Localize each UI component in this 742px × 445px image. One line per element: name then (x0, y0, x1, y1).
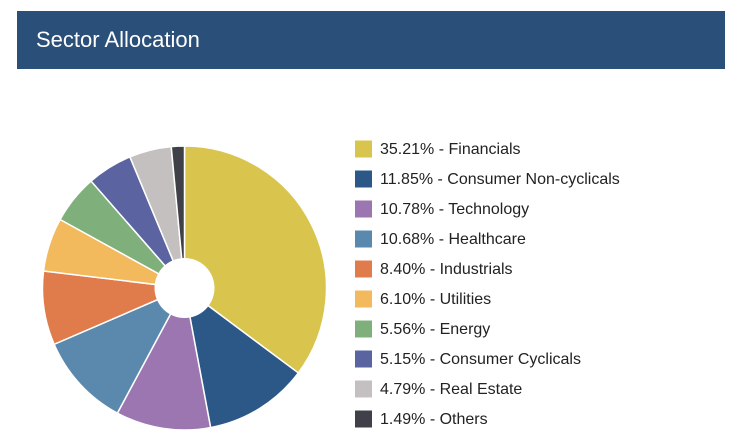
legend-separator: - (434, 231, 448, 248)
legend-category: Industrials (440, 261, 513, 278)
legend-separator: - (425, 351, 439, 368)
legend-label: 35.21% - Financials (380, 141, 521, 158)
legend-separator: - (434, 201, 448, 218)
legend-swatch (355, 200, 372, 218)
legend-category: Real Estate (440, 381, 523, 398)
legend-label: 10.68% - Healthcare (380, 231, 526, 248)
donut-hole (154, 258, 215, 318)
legend-swatch (355, 350, 372, 368)
legend-value: 4.79% (380, 381, 425, 398)
panel-title: Sector Allocation (36, 27, 200, 52)
legend-value: 8.40% (380, 261, 425, 278)
legend-category: Others (440, 411, 488, 428)
legend-separator: - (425, 261, 439, 278)
legend-category: Utilities (440, 291, 492, 308)
legend-category: Consumer Non-cyclicals (447, 171, 620, 188)
legend-value: 1.49% (380, 411, 425, 428)
legend-category: Energy (440, 321, 491, 338)
legend-separator: - (425, 411, 439, 428)
legend-value: 10.68% (380, 231, 434, 248)
legend-separator: - (425, 321, 439, 338)
legend-value: 5.15% (380, 351, 425, 368)
legend-swatch (355, 320, 372, 338)
pie-slice (183, 145, 328, 374)
legend-separator: - (433, 171, 447, 188)
legend-value: 6.10% (380, 291, 425, 308)
legend-separator: - (425, 381, 439, 398)
legend-value: 10.78% (380, 201, 434, 218)
legend-swatch (355, 170, 372, 188)
legend-separator: - (425, 291, 439, 308)
legend-category: Financials (448, 141, 520, 158)
legend-category: Consumer Cyclicals (440, 351, 581, 368)
legend-label: 5.56% - Energy (380, 321, 490, 338)
legend-separator: - (434, 141, 448, 158)
legend-value: 5.56% (380, 321, 425, 338)
header-bar (17, 11, 725, 69)
pie-slice (183, 286, 300, 429)
legend-swatch (355, 260, 372, 278)
legend-category: Technology (448, 201, 529, 218)
legend-label: 10.78% - Technology (380, 201, 529, 218)
legend-label: 4.79% - Real Estate (380, 381, 522, 398)
legend-label: 11.85% - Consumer Non-cyclicals (380, 171, 620, 188)
legend-swatch (355, 380, 372, 398)
legend-label: 8.40% - Industrials (380, 261, 513, 278)
legend-label: 5.15% - Consumer Cyclicals (380, 351, 581, 368)
legend-category: Healthcare (448, 231, 525, 248)
legend-value: 11.85% (380, 171, 433, 188)
legend-swatch (355, 230, 372, 248)
pie-slice (53, 286, 187, 415)
legend-swatch (355, 410, 372, 428)
legend-label: 1.49% - Others (380, 411, 488, 428)
legend-swatch (355, 140, 372, 158)
pie-slice (170, 145, 186, 289)
legend-swatch (355, 290, 372, 308)
legend-label: 6.10% - Utilities (380, 291, 491, 308)
legend-value: 35.21% (380, 141, 434, 158)
pie-slice (116, 285, 212, 431)
